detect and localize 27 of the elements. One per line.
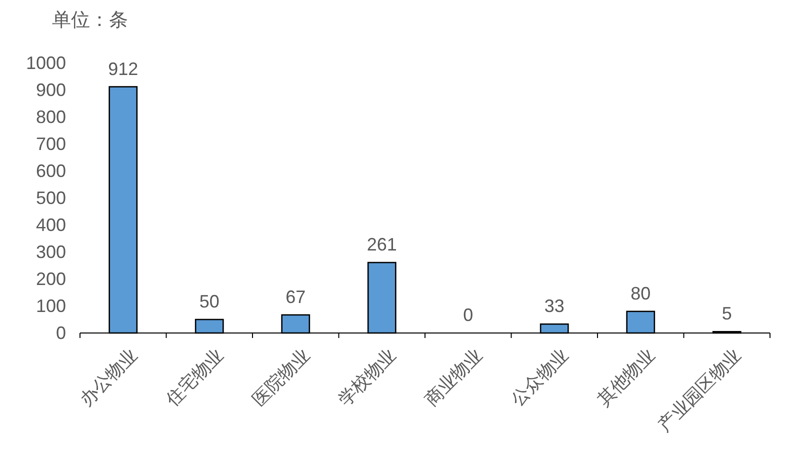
- data-label: 0: [463, 305, 474, 325]
- y-tick-label: 900: [36, 80, 66, 100]
- y-tick-label: 200: [36, 269, 66, 289]
- x-tick-label: 商业物业: [420, 344, 486, 410]
- data-label: 5: [722, 304, 732, 324]
- data-label: 912: [108, 58, 138, 79]
- y-tick-label: 500: [36, 188, 66, 208]
- y-axis-title: 单位：条: [52, 10, 128, 31]
- data-label: 261: [366, 234, 397, 255]
- y-tick-label: 600: [36, 161, 66, 181]
- y-tick-label: 300: [36, 242, 66, 262]
- y-tick-label: 0: [56, 323, 66, 343]
- x-tick-label: 其他物业: [593, 344, 658, 410]
- x-tick-label: 学校物业: [334, 344, 400, 410]
- data-label: 80: [630, 283, 651, 304]
- x-tick-label: 办公物业: [76, 344, 141, 410]
- y-tick-label: 800: [36, 107, 66, 127]
- y-tick-label: 1000: [26, 53, 66, 73]
- data-label: 33: [544, 296, 564, 316]
- x-tick-label: 医院物业: [248, 344, 314, 410]
- data-label: 50: [199, 292, 220, 312]
- data-label: 67: [286, 286, 306, 307]
- x-tick-label: 住宅物业: [161, 344, 228, 410]
- y-tick-label: 400: [36, 215, 66, 235]
- y-tick-label: 700: [36, 134, 66, 154]
- y-tick-label: 100: [36, 296, 66, 316]
- x-tick-label: 公众物业: [507, 344, 572, 410]
